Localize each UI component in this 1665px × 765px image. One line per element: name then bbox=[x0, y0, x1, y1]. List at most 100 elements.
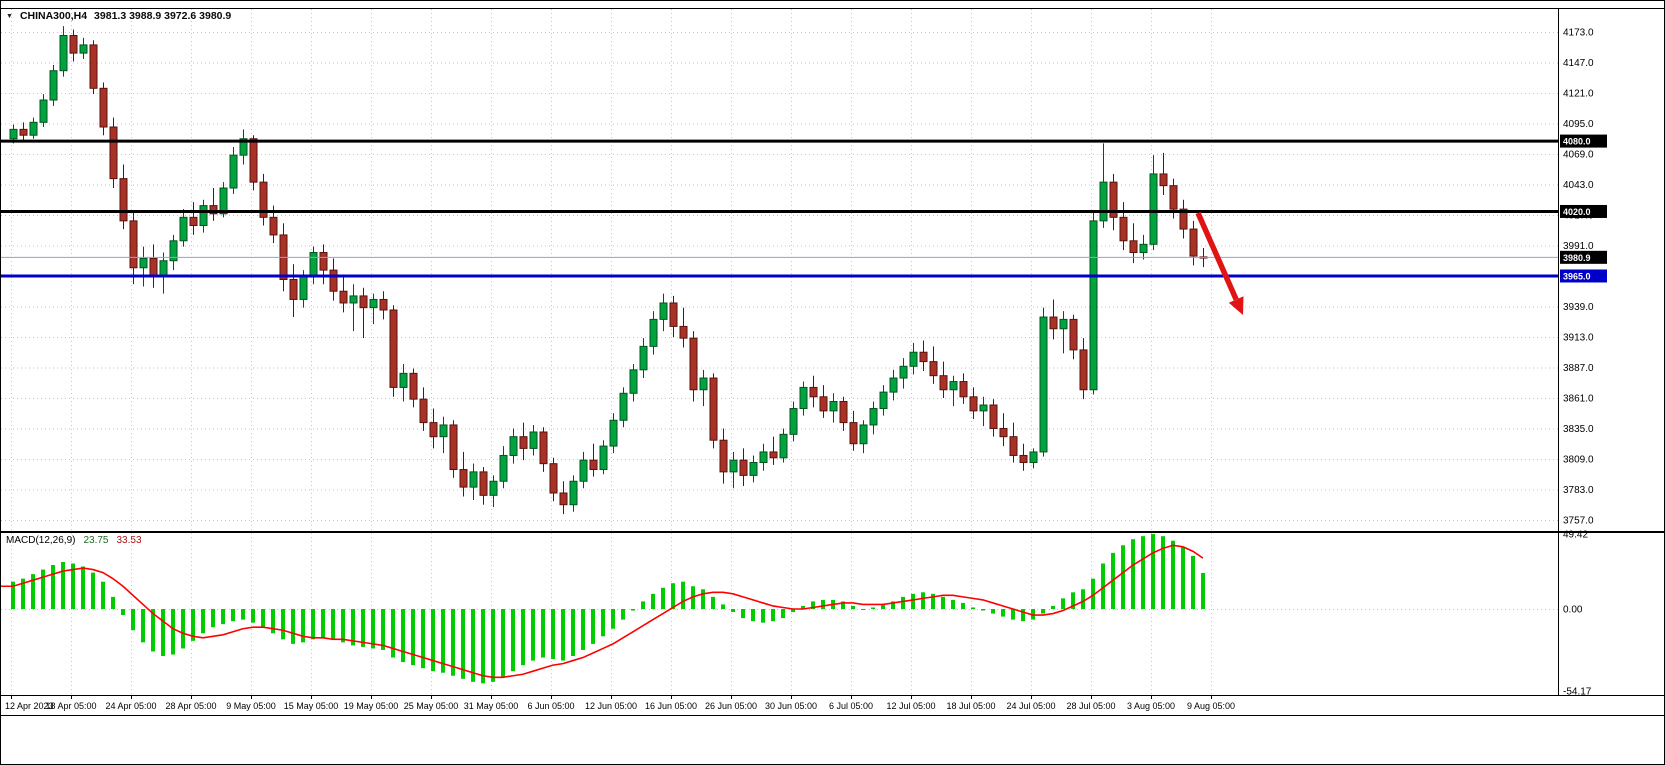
candle-body bbox=[619, 392, 628, 421]
candle-body bbox=[169, 240, 178, 262]
macd-bar bbox=[261, 609, 265, 628]
price-tick-label: 3991.0 bbox=[1563, 241, 1594, 252]
macd-bar bbox=[281, 609, 285, 640]
macd-bar bbox=[31, 574, 35, 609]
candle-body bbox=[1159, 173, 1168, 187]
candle-body bbox=[759, 451, 768, 463]
candlesticks bbox=[9, 26, 1208, 515]
time-tick-label: 6 Jul 05:00 bbox=[829, 701, 873, 711]
candle-body bbox=[829, 400, 838, 412]
time-tick-label: 3 Aug 05:00 bbox=[1127, 701, 1175, 711]
quote-dropdown-icon[interactable]: ▼ bbox=[6, 12, 13, 20]
macd-bar bbox=[1001, 609, 1005, 617]
macd-indicator-label: MACD(12,26,9) 23.75 33.53 bbox=[6, 535, 142, 546]
candle-body bbox=[339, 290, 348, 304]
macd-bar bbox=[91, 572, 95, 609]
macd-bar bbox=[1121, 545, 1125, 609]
price-tag bbox=[1560, 269, 1607, 283]
candle-body bbox=[389, 309, 398, 388]
candle-body bbox=[699, 377, 708, 391]
time-tick-label: 18 Jul 05:00 bbox=[946, 701, 995, 711]
candle-body bbox=[639, 345, 648, 371]
symbol-timeframe: CHINA300,H4 bbox=[19, 10, 88, 22]
macd-bar bbox=[1021, 609, 1025, 622]
macd-bar bbox=[341, 609, 345, 643]
price-tick-label: 4043.0 bbox=[1563, 180, 1594, 191]
candle-body bbox=[219, 187, 228, 215]
candle-body bbox=[1089, 220, 1098, 391]
candle-body bbox=[1059, 318, 1068, 330]
macd-bar bbox=[561, 609, 565, 661]
price-tag-label: 3980.9 bbox=[1563, 253, 1591, 263]
candle-body bbox=[209, 205, 218, 215]
candle-body bbox=[459, 469, 468, 488]
candle-body bbox=[679, 325, 688, 339]
candle-body bbox=[1049, 316, 1058, 330]
price-tick-label: 3939.0 bbox=[1563, 302, 1594, 313]
time-tick-label: 15 May 05:00 bbox=[284, 701, 339, 711]
candle-body bbox=[1019, 454, 1028, 463]
candle-body bbox=[1129, 240, 1138, 254]
macd-bar bbox=[741, 609, 745, 619]
macd-bar bbox=[391, 609, 395, 658]
candle-body bbox=[529, 431, 538, 449]
candle-body bbox=[39, 99, 48, 123]
macd-bar bbox=[511, 609, 515, 672]
candle-body bbox=[1139, 243, 1148, 254]
price-tag bbox=[1560, 134, 1607, 148]
macd-bar bbox=[351, 609, 355, 646]
macd-bar bbox=[141, 609, 145, 643]
macd-bar bbox=[381, 609, 385, 650]
candle-body bbox=[489, 480, 498, 496]
price-tag bbox=[1560, 250, 1607, 264]
grid-lines bbox=[1, 9, 1558, 695]
candle-body bbox=[189, 216, 198, 227]
macd-bar bbox=[161, 609, 165, 657]
candle-body bbox=[959, 381, 968, 398]
macd-bar bbox=[731, 609, 735, 613]
candle-body bbox=[919, 351, 928, 363]
candle-body bbox=[79, 44, 88, 54]
macd-bar bbox=[51, 565, 55, 609]
candle-body bbox=[369, 298, 378, 309]
macd-bar bbox=[751, 609, 755, 622]
candle-body bbox=[269, 216, 278, 236]
macd-bar bbox=[201, 609, 205, 634]
macd-bar bbox=[861, 609, 865, 610]
price-tick-label: 3757.0 bbox=[1563, 515, 1594, 526]
macd-bar bbox=[1161, 536, 1165, 609]
candle-body bbox=[539, 431, 548, 465]
macd-bar bbox=[431, 609, 435, 672]
macd-bar bbox=[821, 599, 825, 609]
macd-bar bbox=[1191, 555, 1195, 609]
price-tick-label: 4147.0 bbox=[1563, 58, 1594, 69]
macd-bar bbox=[211, 609, 215, 628]
candle-body bbox=[589, 459, 598, 471]
trend-arrow-annotation[interactable] bbox=[1195, 211, 1244, 315]
time-tick-label: 9 May 05:00 bbox=[226, 701, 276, 711]
candle-body bbox=[149, 257, 158, 277]
candle-body bbox=[909, 351, 918, 367]
time-tick-label: 12 Jun 05:00 bbox=[585, 701, 637, 711]
candle-body bbox=[89, 44, 98, 89]
macd-bar bbox=[841, 601, 845, 609]
candle-body bbox=[689, 337, 698, 391]
candle-body bbox=[429, 422, 438, 438]
macd-bar bbox=[521, 609, 525, 666]
price-tick-label: 3835.0 bbox=[1563, 424, 1594, 435]
candle-body bbox=[309, 252, 318, 277]
macd-bar bbox=[231, 609, 235, 622]
candle-body bbox=[819, 396, 828, 412]
macd-bar bbox=[1081, 589, 1085, 609]
macd-bar bbox=[1101, 563, 1105, 609]
price-tick-label: 3783.0 bbox=[1563, 485, 1594, 496]
candle-body bbox=[1079, 349, 1088, 391]
macd-bar bbox=[571, 609, 575, 657]
macd-bar bbox=[761, 609, 765, 623]
time-tick-label: 25 May 05:00 bbox=[404, 701, 459, 711]
time-tick-label: 26 Jun 05:00 bbox=[705, 701, 757, 711]
candle-body bbox=[99, 87, 108, 128]
macd-bar bbox=[191, 609, 195, 641]
